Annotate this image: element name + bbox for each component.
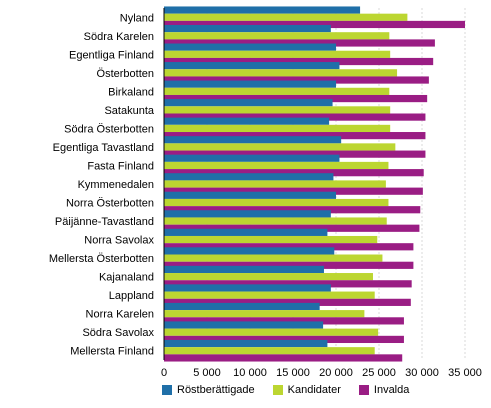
legend-swatch-rostberattigade [162, 385, 172, 395]
x-tick-label-7: 35 000 [448, 367, 482, 379]
category-label-osterbotten: Österbotten [97, 68, 154, 80]
bar-norra-karelen-rostberattigade [164, 302, 320, 311]
bar-norra-karelen-invalda [164, 317, 404, 325]
bar-mellersta-finland-invalda [164, 354, 403, 362]
bar-birkaland-invalda [164, 94, 428, 103]
bar-norra-karelen-kandidater [164, 310, 365, 318]
category-label-norra-osterbotten: Norra Österbotten [66, 198, 154, 210]
bar-norra-savolax-kandidater [164, 235, 378, 244]
x-tick-label-4: 20 000 [319, 367, 353, 379]
bar-birkaland-rostberattigade [164, 80, 336, 88]
bar-osterbotten-kandidater [164, 69, 398, 77]
legend-item-rostberattigade: Röstberättigade [162, 384, 255, 396]
bar-sodra-osterbotten-invalda [164, 132, 426, 140]
legend-swatch-invalda [358, 385, 369, 395]
category-label-norra-karelen: Norra Karelen [86, 309, 154, 321]
bar-mellersta-osterbotten-kandidater [164, 254, 383, 262]
bar-sodra-savolax-invalda [164, 335, 404, 344]
bar-sodra-savolax-kandidater [164, 328, 379, 336]
legend-item-kandidater: Kandidater [272, 384, 341, 396]
bar-kymmenedalen-kandidater [164, 180, 386, 188]
bar-kymmenedalen-rostberattigade [164, 173, 334, 181]
bar-paijanne-tavastland-rostberattigade [164, 210, 331, 218]
bar-sodra-karelen-rostberattigade [164, 24, 331, 33]
legend-label-invalda: Invalda [373, 384, 410, 396]
bar-satakunta-invalda [164, 113, 426, 121]
bar-kajanaland-rostberattigade [164, 265, 324, 274]
bar-lappland-invalda [164, 298, 411, 306]
bar-sodra-savolax-rostberattigade [164, 321, 324, 329]
bar-egentliga-finland-kandidater [164, 50, 391, 58]
bar-norra-savolax-rostberattigade [164, 228, 328, 236]
x-tick-label-0: 0 [161, 367, 167, 379]
x-tick-label-3: 15 000 [276, 367, 310, 379]
bar-egentliga-tavastland-rostberattigade [164, 136, 342, 144]
category-label-egentliga-finland: Egentliga Finland [69, 49, 154, 61]
legend-label-kandidater: Kandidater [287, 384, 341, 396]
bar-satakunta-kandidater [164, 106, 391, 114]
category-label-egentliga-tavastland: Egentliga Tavastland [53, 142, 154, 154]
x-tick-label-2: 10 000 [233, 367, 267, 379]
bar-mellersta-finland-kandidater [164, 347, 375, 355]
bar-egentliga-tavastland-invalda [164, 150, 426, 158]
bar-nyland-rostberattigade [164, 6, 361, 14]
category-label-sodra-osterbotten: Södra Österbotten [64, 123, 154, 135]
bar-nyland-kandidater [164, 13, 408, 21]
legend-swatch-kandidater [272, 385, 283, 395]
category-label-paijanne-tavastland: Päijänne-Tavastland [55, 216, 154, 228]
category-label-sodra-savolax: Södra Savolax [82, 327, 154, 339]
category-label-mellersta-osterbotten: Mellersta Österbotten [49, 253, 154, 265]
category-label-norra-savolax: Norra Savolax [84, 235, 154, 247]
category-label-satakunta: Satakunta [104, 105, 154, 117]
legend: Röstberättigade Kandidater Invalda [162, 384, 409, 396]
bars [164, 6, 465, 362]
legend-label-rostberattigade: Röstberättigade [177, 384, 255, 396]
bar-osterbotten-rostberattigade [164, 62, 340, 70]
bar-mellersta-finland-rostberattigade [164, 339, 328, 348]
category-label-sodra-karelen: Södra Karelen [84, 31, 154, 43]
bar-osterbotten-invalda [164, 76, 429, 84]
x-tick-labels: 0 5 000 10 000 15 000 20 000 25 000 30 000 35 0… [161, 367, 482, 379]
bar-kajanaland-invalda [164, 280, 412, 288]
category-labels: Nyland Södra Karelen Egentliga Finland Öste… [49, 12, 155, 357]
x-tick-label-5: 25 000 [362, 367, 396, 379]
bar-sodra-osterbotten-kandidater [164, 124, 391, 133]
bar-paijanne-tavastland-invalda [164, 224, 420, 232]
bar-norra-osterbotten-invalda [164, 206, 421, 214]
bar-sodra-karelen-kandidater [164, 32, 390, 40]
bar-birkaland-kandidater [164, 87, 390, 95]
bar-fasta-finland-kandidater [164, 161, 389, 170]
bar-fasta-finland-invalda [164, 169, 424, 177]
bar-mellersta-osterbotten-rostberattigade [164, 247, 335, 255]
category-label-nyland: Nyland [120, 12, 154, 24]
bar-kymmenedalen-invalda [164, 187, 423, 195]
bar-lappland-rostberattigade [164, 284, 331, 292]
bar-paijanne-tavastland-kandidater [164, 217, 387, 225]
category-label-mellersta-finland: Mellersta Finland [70, 346, 154, 358]
bar-norra-savolax-invalda [164, 243, 414, 251]
x-tick-label-1: 5 000 [193, 367, 221, 379]
bar-mellersta-osterbotten-invalda [164, 261, 414, 269]
bar-norra-osterbotten-rostberattigade [164, 191, 336, 199]
category-label-lappland: Lappland [109, 290, 154, 302]
category-label-kajanaland: Kajanaland [99, 272, 154, 284]
bar-sodra-osterbotten-rostberattigade [164, 117, 330, 125]
legend-item-invalda: Invalda [358, 384, 410, 396]
bar-norra-osterbotten-kandidater [164, 198, 389, 207]
bar-egentliga-finland-rostberattigade [164, 43, 336, 51]
bar-egentliga-finland-invalda [164, 57, 434, 66]
bar-kajanaland-kandidater [164, 273, 373, 281]
bar-sodra-karelen-invalda [164, 39, 435, 47]
bar-egentliga-tavastland-kandidater [164, 143, 396, 151]
category-label-birkaland: Birkaland [108, 86, 154, 98]
x-tick-label-6: 30 000 [405, 367, 439, 379]
category-label-kymmenedalen: Kymmenedalen [78, 179, 154, 191]
bar-fasta-finland-rostberattigade [164, 154, 340, 162]
bar-satakunta-rostberattigade [164, 99, 333, 107]
bar-nyland-invalda [164, 20, 465, 29]
category-label-fasta-finland: Fasta Finland [87, 160, 154, 172]
bar-lappland-kandidater [164, 291, 375, 299]
